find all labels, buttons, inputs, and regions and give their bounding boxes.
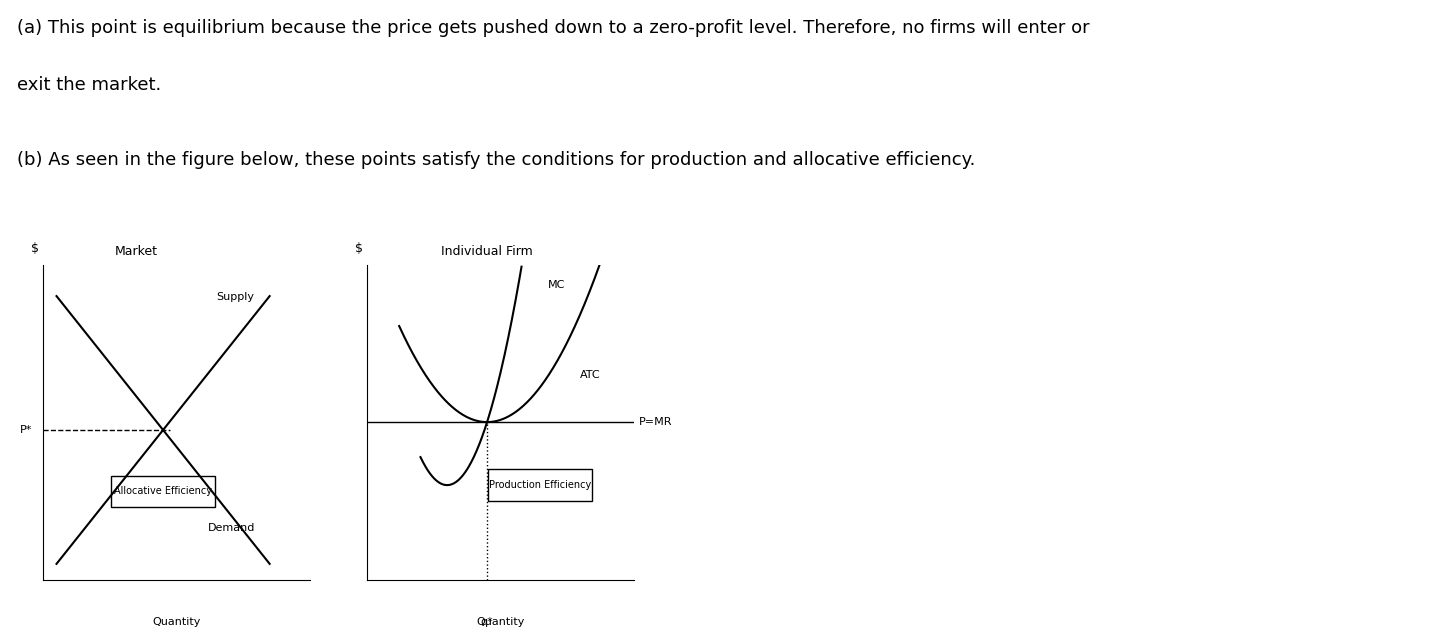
Text: Individual Firm: Individual Firm [441,245,533,258]
FancyBboxPatch shape [488,469,592,501]
Text: (a) This point is equilibrium because the price gets pushed down to a zero-profi: (a) This point is equilibrium because th… [17,19,1090,37]
Text: Quantity: Quantity [153,617,200,627]
Text: Production Efficiency: Production Efficiency [490,480,592,490]
Text: MC: MC [549,280,566,290]
Text: $: $ [32,242,39,255]
Text: Quantity: Quantity [477,617,524,627]
FancyBboxPatch shape [111,476,215,507]
Text: Market: Market [115,245,158,258]
Text: Demand: Demand [209,523,256,533]
Text: ATC: ATC [580,370,600,380]
Text: exit the market.: exit the market. [17,76,161,94]
Text: P*: P* [20,425,33,435]
Text: q*: q* [481,617,494,627]
Text: (b) As seen in the figure below, these points satisfy the conditions for product: (b) As seen in the figure below, these p… [17,151,976,169]
Text: P=MR: P=MR [639,417,672,427]
Text: $: $ [356,242,363,255]
Text: Allocative Efficiency: Allocative Efficiency [114,486,212,496]
Text: Supply: Supply [216,292,255,302]
